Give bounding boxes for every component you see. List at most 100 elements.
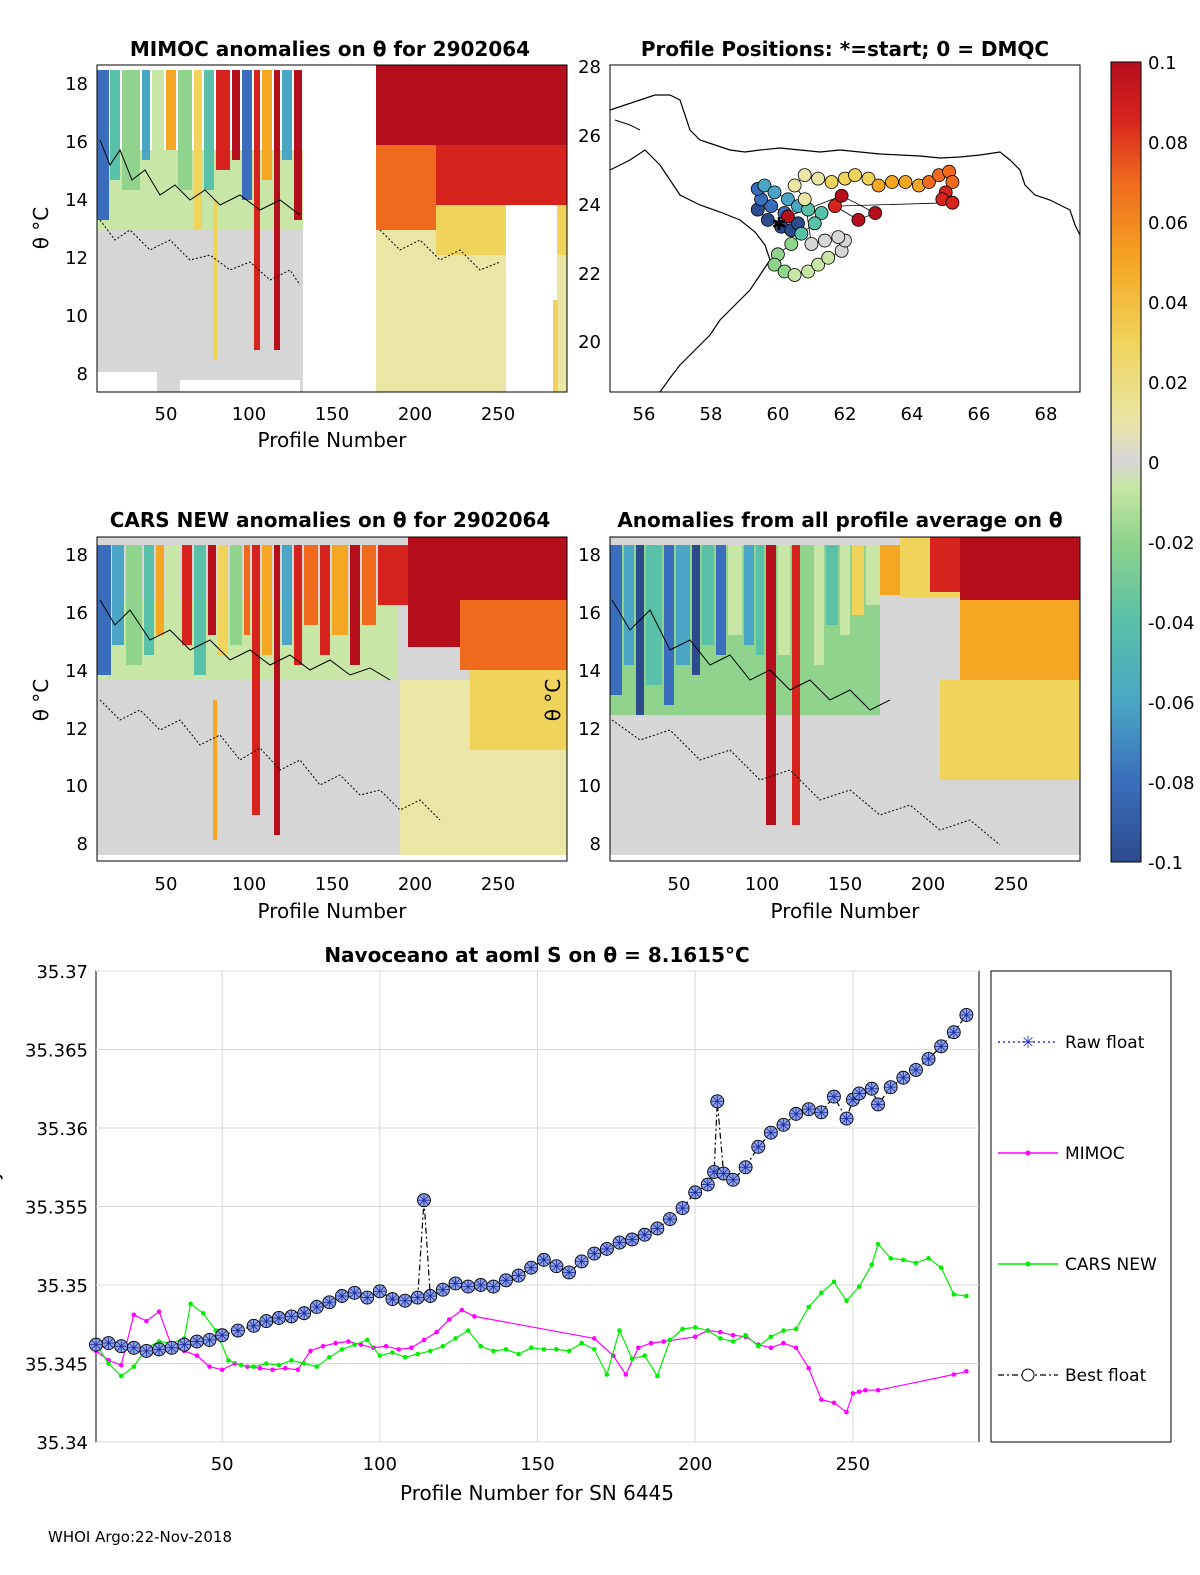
salinity-ytick: 35.365 — [25, 1041, 88, 1062]
salinity-xtick: 100 — [363, 1454, 397, 1475]
data-point — [295, 1367, 301, 1373]
map-xtick: 58 — [700, 404, 723, 425]
cars-heatmap — [97, 537, 567, 861]
salinity-ytick: 35.345 — [25, 1355, 88, 1376]
data-point — [188, 1301, 193, 1307]
profile-position-marker — [801, 264, 815, 279]
data-point — [768, 1345, 774, 1351]
data-point — [360, 1290, 375, 1305]
map-xtick: 64 — [901, 404, 924, 425]
mimoc-anomaly-panel: MIMOC anomalies on θ for 2902064 — [29, 37, 568, 452]
avg-xtick: 100 — [745, 874, 779, 895]
data-point — [751, 1139, 766, 1154]
mimoc-xtick: 200 — [398, 404, 432, 425]
cars-ytick: 8 — [77, 834, 88, 855]
data-point — [743, 1332, 748, 1338]
data-point — [831, 1400, 837, 1406]
mimoc-xtick: 150 — [315, 404, 349, 425]
data-point — [661, 1339, 666, 1344]
data-point — [826, 1089, 841, 1104]
data-point — [806, 1365, 812, 1371]
track-segment — [787, 195, 842, 217]
data-point — [200, 1310, 206, 1316]
data-point — [663, 1212, 677, 1227]
data-point — [396, 1347, 402, 1352]
map-y-ticks: 20 22 24 26 28 — [578, 57, 601, 353]
data-point — [421, 1337, 427, 1343]
cars-xtick: 250 — [481, 874, 515, 895]
profile-position-marker — [811, 171, 826, 186]
colorbar-tick: -0.06 — [1148, 693, 1195, 714]
colorbar-tick: -0.1 — [1148, 853, 1183, 874]
profile-position-marker — [885, 175, 899, 189]
cars-y-ticks: 8 10 12 14 16 18 — [65, 545, 88, 855]
salinity-ylabel: Salinity — [0, 1169, 3, 1243]
colorbar-tick: -0.04 — [1148, 613, 1195, 634]
cars-xtick: 150 — [315, 874, 349, 895]
data-point — [648, 1340, 654, 1346]
data-point — [327, 1354, 332, 1360]
data-point — [461, 1279, 476, 1294]
data-point — [675, 1201, 690, 1216]
profile-position-marker — [868, 206, 883, 220]
data-point — [604, 1372, 610, 1377]
avg-xtick: 250 — [994, 874, 1028, 895]
data-point — [511, 1268, 526, 1283]
avg-ytick: 18 — [578, 545, 601, 566]
data-point — [89, 1337, 103, 1352]
data-point — [831, 1279, 837, 1285]
profile-position-marker — [760, 212, 775, 227]
data-point — [738, 1160, 753, 1175]
data-point — [700, 1177, 715, 1192]
data-point — [541, 1347, 547, 1352]
profile-position-marker — [811, 257, 826, 272]
profile-position-marker — [861, 171, 876, 186]
avg-ytick: 16 — [578, 603, 601, 624]
dot-marker-icon — [1025, 1150, 1031, 1156]
mimoc-ytick: 14 — [65, 190, 88, 211]
data-point — [101, 1336, 116, 1351]
data-point — [410, 1290, 425, 1305]
profile-position-marker — [814, 206, 829, 220]
footer-credit: WHOI Argo:22-Nov-2018 — [48, 1528, 232, 1546]
data-point — [819, 1290, 824, 1296]
data-point — [284, 1309, 299, 1324]
salinity-ytick: 35.37 — [36, 962, 88, 983]
data-point — [259, 1314, 274, 1329]
start-marker-icon: ✱ — [771, 214, 786, 235]
data-point — [591, 1347, 597, 1352]
colorbar-tick: -0.02 — [1148, 533, 1195, 554]
mimoc-xtick: 100 — [232, 404, 266, 425]
data-point — [383, 1343, 389, 1349]
data-point — [781, 1340, 786, 1346]
data-point — [427, 1348, 433, 1354]
data-point — [144, 1318, 149, 1324]
data-point — [718, 1329, 723, 1335]
data-point — [270, 1367, 275, 1373]
data-point — [875, 1241, 881, 1247]
data-point — [793, 1345, 799, 1351]
data-point — [951, 1372, 957, 1377]
data-point — [710, 1094, 725, 1109]
avg-heatmap — [610, 537, 1080, 861]
profile-position-marker — [787, 268, 802, 282]
salinity-ytick: 35.34 — [36, 1433, 88, 1454]
profile-position-marker — [821, 250, 836, 265]
data-point — [901, 1257, 906, 1263]
data-point — [385, 1292, 400, 1307]
data-point — [869, 1262, 875, 1267]
data-point — [309, 1300, 324, 1314]
profile-position-marker — [797, 168, 812, 183]
colorbar-tick: 0.08 — [1148, 133, 1188, 154]
cars-panel-title: CARS NEW anomalies on θ for 2902064 — [110, 508, 551, 532]
salinity-xtick: 200 — [678, 1454, 712, 1475]
map-area: ✱ — [610, 65, 1080, 392]
salinity-xtick: 250 — [836, 1454, 870, 1475]
data-point — [623, 1372, 629, 1377]
cars-ytick: 12 — [65, 719, 88, 740]
profile-position-marker — [898, 175, 913, 189]
avg-ytick: 8 — [590, 834, 601, 855]
data-point — [617, 1328, 622, 1333]
mimoc-xtick: 250 — [481, 404, 515, 425]
salinity-ytick: 35.35 — [36, 1276, 88, 1297]
